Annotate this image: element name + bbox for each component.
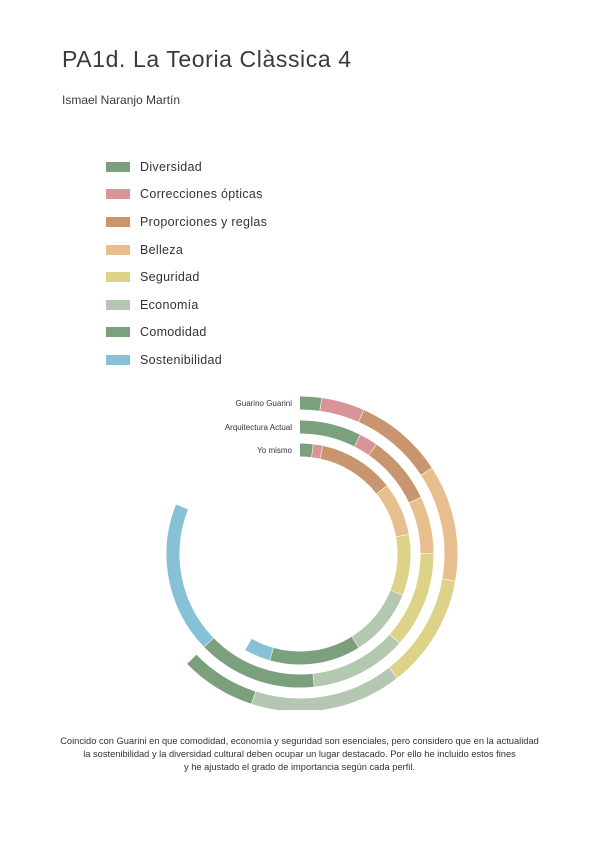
legend-item-belleza: Belleza (106, 236, 267, 264)
arc-segment-comodidad (203, 637, 314, 688)
legend-label: Seguridad (140, 270, 200, 285)
arc-segment-correcciones-pticas (311, 444, 323, 459)
arc-segment-diversidad (299, 396, 322, 411)
arc-segment-seguridad (388, 578, 456, 679)
legend-item-diversidad: Diversidad (106, 153, 267, 181)
legend-item-sostenibilidad: Sostenibilidad (106, 346, 267, 374)
arc-segment-belleza (421, 468, 458, 582)
legend-item-seguridad: Seguridad (106, 263, 267, 291)
legend-item-comodidad: Comodidad (106, 319, 267, 347)
arc-separator (244, 638, 252, 650)
arc-segment-sostenibilidad (166, 503, 214, 647)
arc-segment-comodidad (269, 636, 359, 665)
arc-separator (351, 636, 360, 649)
arc-separator (203, 637, 214, 648)
legend-item-correcciones-opticas: Correcciones ópticas (106, 181, 267, 209)
radial-bar-chart: Guarino Guarini Arquitectura Actual Yo mis… (166, 396, 458, 710)
page-title: PA1d. La Teoria Clàssica 4 (62, 46, 352, 72)
arc-segment-econom-a (312, 634, 400, 687)
arc-separator (175, 503, 189, 510)
arc-segment-correcciones-pticas (319, 398, 365, 423)
arc-segment-seguridad (390, 534, 411, 596)
arc-separator (358, 409, 365, 423)
arc-separator (186, 653, 197, 664)
note-line: Coincido con Guarini en que comodidad, e… (60, 736, 539, 746)
legend-swatch (106, 244, 130, 255)
arc-separator (388, 667, 398, 679)
legend-label: Correcciones ópticas (140, 187, 263, 202)
note-line: y he ajustado el grado de importancia se… (183, 762, 416, 772)
arc-separator (420, 467, 433, 476)
legend-item-economia: Economía (106, 291, 267, 319)
ring-label: Arquitectura Actual (225, 423, 292, 432)
legend-label: Sostenibilidad (140, 352, 223, 367)
legend-label: Economía (140, 297, 199, 312)
arc-segment-proporciones-y-reglas (320, 445, 388, 495)
arc-segment-comodidad (186, 654, 256, 704)
legend-swatch (106, 216, 130, 227)
legend-label: Comodidad (140, 325, 207, 340)
legend-label: Proporciones y reglas (140, 214, 268, 229)
arc-segment-belleza (376, 485, 409, 538)
legend-swatch (106, 189, 130, 200)
legend-swatch (106, 272, 130, 283)
arc-segment-econom-a (251, 667, 397, 710)
arc-segment-seguridad (389, 553, 434, 644)
legend-label: Belleza (140, 242, 184, 257)
author-name: Ismael Naranjo Martín (62, 93, 181, 107)
arc-segment-belleza (409, 497, 434, 555)
arc-segment-correcciones-pticas (354, 435, 377, 456)
arc-segment-proporciones-y-reglas (358, 410, 433, 476)
arc-separator (408, 497, 422, 504)
ring-label: Guarino Guarini (236, 399, 293, 408)
arc-segment-diversidad (299, 420, 361, 447)
arc-segment-sostenibilidad (244, 638, 274, 661)
arc-separator (319, 397, 323, 411)
legend: Diversidad Correcciones ópticas Proporci… (106, 153, 267, 374)
legend-item-proporciones-y-reglas: Proporciones y reglas (106, 208, 267, 236)
legend-swatch (106, 327, 130, 338)
legend-swatch (106, 354, 130, 365)
arc-segment-proporciones-y-reglas (368, 444, 421, 504)
legend-swatch (106, 299, 130, 310)
legend-label: Diversidad (140, 159, 203, 174)
arc-segment-econom-a (351, 590, 403, 648)
legend-swatch (106, 161, 130, 172)
note-line: la sostenibilidad y la diversidad cultur… (83, 749, 516, 759)
arc-separator (268, 647, 274, 661)
arc-segment-diversidad (299, 443, 314, 458)
chart-note: Coincido con Guarini en que comodidad, e… (20, 735, 579, 774)
ring-label: Yo mismo (257, 446, 292, 455)
